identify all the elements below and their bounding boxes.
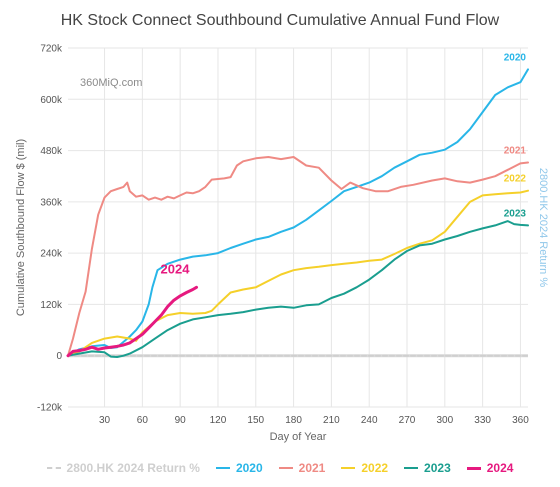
series-line-2022 xyxy=(67,189,529,357)
y-tick-label: 720k xyxy=(40,44,63,55)
y-tick-label: 480k xyxy=(40,146,63,157)
chart-title: HK Stock Connect Southbound Cumulative A… xyxy=(60,12,500,29)
y-axis-label: Cumulative Southbound Flow $ (mil) xyxy=(15,139,27,316)
legend-item-2800-hk-2024-return-: 2800.HK 2024 Return % xyxy=(46,461,200,475)
legend-label: 2021 xyxy=(298,461,326,475)
x-tick-label: 120 xyxy=(210,415,227,426)
legend-label: 2023 xyxy=(424,461,451,475)
legend-swatch xyxy=(341,467,356,469)
x-tick-label: 210 xyxy=(323,415,340,426)
x-tick-label: 330 xyxy=(474,415,491,426)
legend-item-2023: 2023 xyxy=(404,461,451,475)
series-lines xyxy=(66,68,529,358)
series-line-2021 xyxy=(67,156,529,357)
x-tick-label: 300 xyxy=(436,415,453,426)
legend-item-2021: 2021 xyxy=(278,461,326,475)
legend-swatch xyxy=(278,467,293,469)
series-line-2023 xyxy=(67,220,529,358)
y-tick-label: -120k xyxy=(37,403,63,414)
legend-swatch xyxy=(46,467,61,469)
series-line-2020 xyxy=(67,68,529,357)
x-tick-label: 270 xyxy=(399,415,416,426)
series-end-label: 2021 xyxy=(504,146,527,157)
x-tick-label: 150 xyxy=(247,415,264,426)
legend-label: 2020 xyxy=(235,461,263,475)
y-tick-label: 240k xyxy=(40,249,63,260)
y-tick-label: 360k xyxy=(40,197,63,208)
legend-item-2022: 2022 xyxy=(341,461,388,475)
legend-swatch xyxy=(215,467,230,469)
legend-label: 2024 xyxy=(486,461,514,475)
x-tick-label: 90 xyxy=(175,415,187,426)
series-end-label: 2024 xyxy=(161,261,191,276)
y-tick-label: 600k xyxy=(40,95,63,106)
legend-item-2020: 2020 xyxy=(215,461,263,475)
series-end-labels: 2020 2021 2022 2023 2024 xyxy=(161,52,527,276)
gridlines xyxy=(68,47,528,408)
x-axis-label: Day of Year xyxy=(270,431,327,443)
legend-swatch xyxy=(466,466,481,470)
y-tick-label: 0 xyxy=(56,351,62,362)
series-line-2024 xyxy=(66,285,198,358)
legend-item-2024: 2024 xyxy=(466,461,514,475)
x-tick-label: 30 xyxy=(99,415,111,426)
series-end-label: 2022 xyxy=(504,174,527,185)
y2-axis-label: 2800.HK 2024 Return % xyxy=(537,168,549,287)
legend-label: 2022 xyxy=(361,461,389,475)
chart-legend: 2800.HK 2024 Return % 2020 2021 2022 2023 202… xyxy=(0,458,560,478)
tick-labels: -120k 0 120k 240k 360k 480k 600k 720k 30 60 90 120 1… xyxy=(37,44,529,427)
x-tick-label: 60 xyxy=(137,415,149,426)
legend-label: 2800.HK 2024 Return % xyxy=(66,461,200,475)
legend-swatch xyxy=(404,467,419,469)
x-tick-label: 180 xyxy=(285,415,302,426)
series-end-label: 2020 xyxy=(504,52,527,63)
y-tick-label: 120k xyxy=(40,300,63,311)
x-tick-label: 360 xyxy=(512,415,529,426)
series-end-label: 2023 xyxy=(504,208,527,219)
x-tick-label: 240 xyxy=(361,415,378,426)
watermark: 360MiQ.com xyxy=(80,77,142,89)
